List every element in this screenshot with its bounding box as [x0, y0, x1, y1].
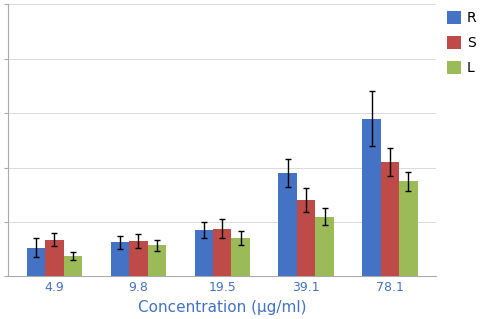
Bar — [297, 200, 315, 277]
Bar — [27, 248, 45, 277]
Bar — [194, 230, 213, 277]
Bar — [231, 238, 250, 277]
Bar — [381, 162, 399, 277]
Bar — [278, 173, 297, 277]
Bar — [315, 217, 334, 277]
Bar — [111, 242, 129, 277]
Bar — [45, 240, 64, 277]
X-axis label: Concentration (μg/ml): Concentration (μg/ml) — [138, 300, 306, 315]
Bar — [399, 181, 418, 277]
Bar — [64, 256, 82, 277]
Bar — [362, 119, 381, 277]
Legend: R, S, L: R, S, L — [447, 11, 476, 75]
Bar — [213, 229, 231, 277]
Bar — [147, 245, 166, 277]
Bar — [129, 241, 147, 277]
